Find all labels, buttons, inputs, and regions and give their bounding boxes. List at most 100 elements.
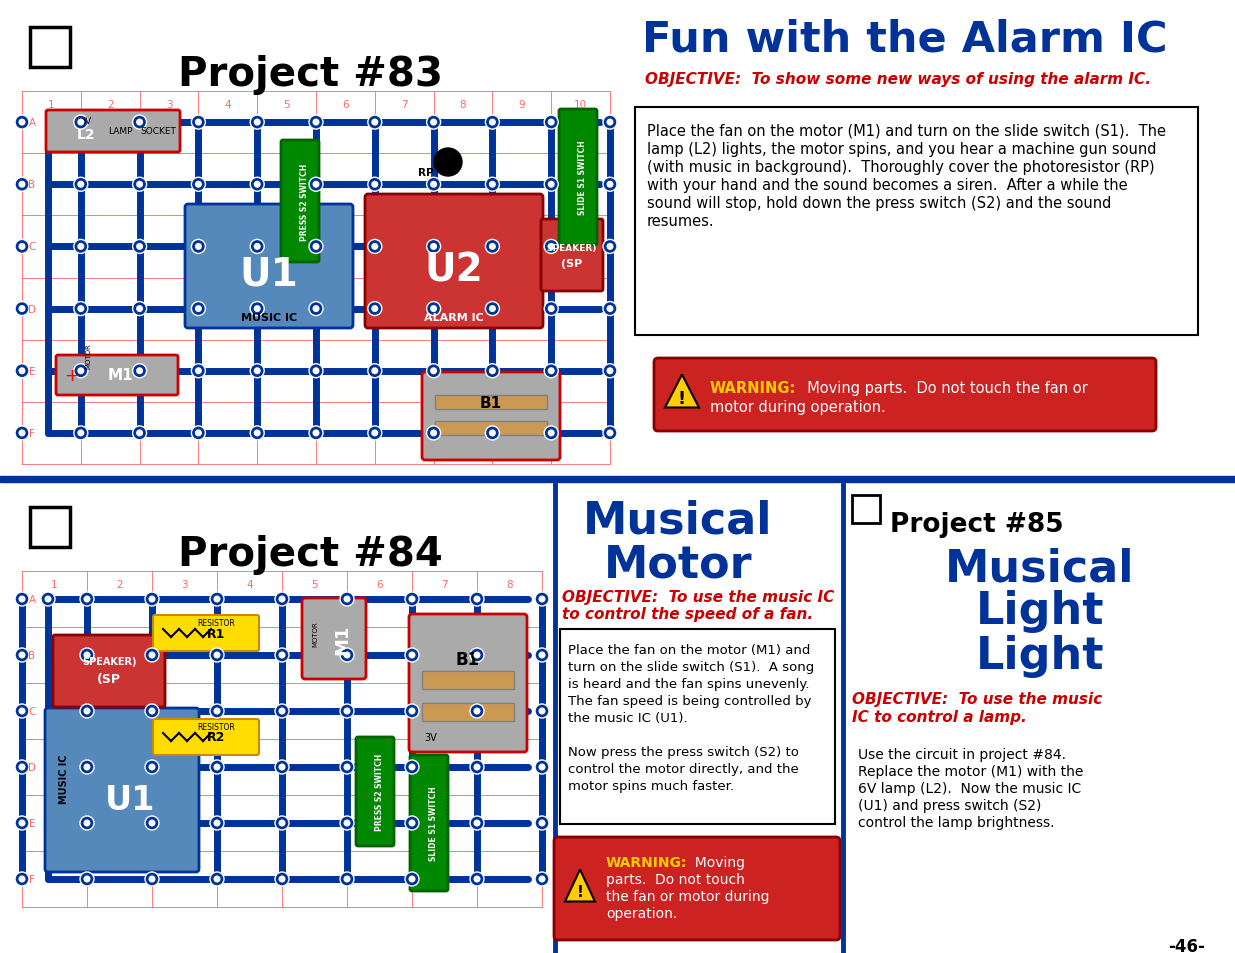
Bar [422, 703, 514, 721]
Circle shape [132, 240, 147, 254]
Circle shape [405, 760, 419, 774]
Circle shape [538, 763, 546, 771]
Circle shape [538, 652, 546, 659]
Circle shape [485, 178, 499, 193]
Circle shape [251, 427, 264, 440]
Text: L2: L2 [77, 128, 95, 142]
Circle shape [372, 430, 378, 437]
Circle shape [210, 704, 224, 719]
Circle shape [148, 876, 156, 882]
Circle shape [195, 119, 201, 127]
Text: the fan or motor during: the fan or motor during [606, 889, 769, 903]
Text: M1: M1 [107, 368, 133, 383]
Circle shape [340, 872, 354, 886]
Text: E: E [28, 366, 36, 376]
Circle shape [279, 652, 285, 659]
Circle shape [80, 648, 94, 662]
FancyBboxPatch shape [655, 358, 1156, 432]
Circle shape [148, 596, 156, 603]
Circle shape [606, 244, 614, 251]
Circle shape [368, 116, 382, 130]
Circle shape [489, 119, 496, 127]
Circle shape [409, 708, 415, 715]
Bar [435, 395, 547, 410]
Circle shape [74, 178, 88, 193]
Text: 5: 5 [311, 579, 317, 589]
Text: WARNING:: WARNING: [606, 855, 688, 869]
Circle shape [426, 302, 441, 316]
Circle shape [136, 244, 143, 251]
Text: SPEAKER): SPEAKER) [82, 657, 136, 666]
Circle shape [78, 306, 84, 313]
Circle shape [309, 178, 324, 193]
Circle shape [132, 116, 147, 130]
Text: U2: U2 [425, 251, 483, 289]
FancyBboxPatch shape [303, 598, 366, 679]
Text: +: + [64, 367, 79, 385]
Circle shape [78, 430, 84, 437]
Text: OBJECTIVE:  To show some new ways of using the alarm IC.: OBJECTIVE: To show some new ways of usin… [645, 71, 1151, 87]
Circle shape [41, 593, 56, 606]
FancyBboxPatch shape [185, 205, 353, 329]
Text: A: A [28, 595, 36, 604]
Circle shape [485, 427, 499, 440]
Text: F: F [30, 874, 35, 884]
Circle shape [309, 240, 324, 254]
Circle shape [136, 306, 143, 313]
Circle shape [19, 708, 26, 715]
Text: PRESS S2 SWITCH: PRESS S2 SWITCH [300, 163, 309, 240]
Text: SLIDE S1 SWITCH: SLIDE S1 SWITCH [429, 786, 437, 861]
Circle shape [433, 149, 462, 177]
Circle shape [547, 368, 555, 375]
Text: Place the fan on the motor (M1) and: Place the fan on the motor (M1) and [568, 643, 810, 657]
Circle shape [603, 427, 618, 440]
Circle shape [19, 596, 26, 603]
Circle shape [603, 364, 618, 378]
Circle shape [214, 820, 221, 826]
Circle shape [251, 364, 264, 378]
Circle shape [405, 872, 419, 886]
Circle shape [606, 182, 614, 189]
FancyBboxPatch shape [366, 194, 543, 329]
Text: 8: 8 [506, 579, 513, 589]
Text: control the lamp brightness.: control the lamp brightness. [858, 815, 1055, 829]
Circle shape [545, 240, 558, 254]
Circle shape [15, 593, 28, 606]
Text: MUSIC IC: MUSIC IC [241, 313, 298, 323]
Text: Now press the press switch (S2) to: Now press the press switch (S2) to [568, 745, 799, 759]
Text: RESISTOR: RESISTOR [198, 618, 235, 628]
Circle shape [15, 648, 28, 662]
Text: resumes.: resumes. [647, 213, 715, 229]
Circle shape [195, 182, 201, 189]
Circle shape [253, 306, 261, 313]
Circle shape [275, 593, 289, 606]
Circle shape [210, 648, 224, 662]
Circle shape [545, 116, 558, 130]
Text: C: C [28, 242, 36, 253]
Circle shape [535, 648, 550, 662]
Circle shape [343, 708, 351, 715]
Text: control the motor directly, and the: control the motor directly, and the [568, 762, 799, 775]
Circle shape [78, 182, 84, 189]
Circle shape [535, 760, 550, 774]
Text: 6V: 6V [80, 116, 91, 126]
Circle shape [251, 116, 264, 130]
Text: 3: 3 [165, 100, 173, 110]
Text: B1: B1 [480, 396, 503, 411]
Circle shape [279, 763, 285, 771]
Text: 5: 5 [283, 100, 290, 110]
Circle shape [368, 178, 382, 193]
Text: operation.: operation. [606, 906, 677, 920]
Text: PHOTO: PHOTO [453, 149, 459, 173]
Circle shape [132, 302, 147, 316]
Circle shape [15, 364, 28, 378]
Circle shape [426, 427, 441, 440]
Text: 4: 4 [225, 100, 231, 110]
Circle shape [409, 820, 415, 826]
Circle shape [340, 704, 354, 719]
Circle shape [343, 876, 351, 882]
Circle shape [405, 816, 419, 830]
Text: U1: U1 [105, 783, 156, 817]
Circle shape [84, 596, 90, 603]
Circle shape [489, 244, 496, 251]
